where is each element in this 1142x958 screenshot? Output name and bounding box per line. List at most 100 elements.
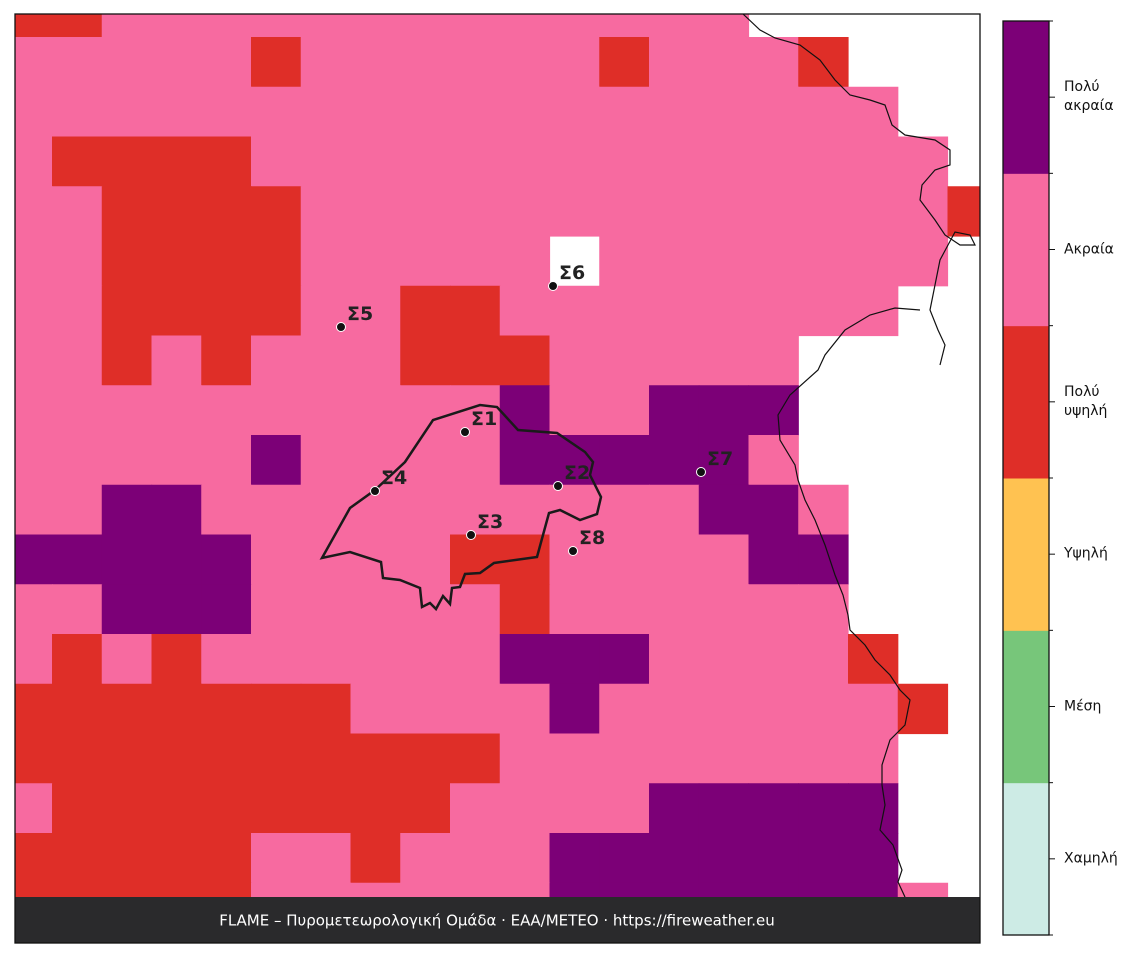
risk-cell [549,634,600,685]
station: Σ4 [370,467,407,496]
risk-cell [300,634,352,685]
risk-cell [400,634,451,685]
risk-cell [151,285,202,337]
risk-cell [698,236,750,287]
risk-cell [52,733,103,784]
colorbar-swatch [1003,782,1049,936]
risk-cell [450,335,501,386]
risk-cell [151,37,202,88]
legend-label: Πολύ υψηλή [1064,383,1108,419]
risk-cell [350,136,401,187]
risk-cell [151,484,202,536]
risk-cell [748,484,799,536]
risk-cell [101,882,153,897]
risk-cell [15,833,53,884]
risk-cell [52,14,103,38]
risk-cell [151,783,202,834]
risk-cell [450,534,501,585]
risk-cell [350,236,401,287]
risk-cell [450,435,501,486]
risk-cell [300,882,352,897]
risk-cell [897,683,949,735]
risk-cell [201,186,252,237]
legend-label: Μέση [1064,698,1102,714]
risk-cell [798,86,849,138]
risk-cell [52,484,103,536]
risk-cell [450,882,501,897]
risk-cell [549,285,600,337]
risk-cell [499,634,551,685]
station-label: Σ1 [471,408,497,430]
risk-cell [748,136,799,187]
risk-cell [549,86,600,138]
risk-cell [499,733,551,784]
risk-cell [400,285,451,337]
risk-cell [350,37,401,88]
risk-cell [251,236,302,287]
colorbar-swatch [1003,325,1049,479]
risk-cell [450,733,501,784]
risk-cell [599,136,650,187]
frame [14,13,981,944]
risk-cell [151,136,202,187]
risk-cell [251,136,302,187]
risk-cell [350,435,401,486]
risk-cell [599,833,650,884]
legend-label: Ακραία [1064,241,1114,257]
risk-cell [251,86,302,138]
risk-cell [400,484,451,536]
risk-cell [848,285,899,337]
risk-cell [599,86,650,138]
risk-cell [52,435,103,486]
risk-cell [251,833,302,884]
risk-cell [101,584,153,635]
risk-cell [698,37,750,88]
risk-cell [400,683,451,735]
risk-cell [599,37,650,88]
risk-cell [251,534,302,585]
risk-cell [748,534,799,585]
risk-cell [599,534,650,585]
risk-cell [300,833,352,884]
risk-cell [101,14,153,38]
risk-cell [599,236,650,287]
risk-cell [499,833,551,884]
risk-cell [450,186,501,237]
risk-cell [201,584,252,635]
risk-cell [101,534,153,585]
risk-cell [15,14,53,38]
risk-cell [201,484,252,536]
risk-cell [798,783,849,834]
risk-cell [350,733,401,784]
risk-cell [400,385,451,436]
risk-cell [52,285,103,337]
risk-cell [101,634,153,685]
risk-cell [251,634,302,685]
risk-cell [350,186,401,237]
risk-cell [649,733,700,784]
risk-cell [400,86,451,138]
risk-cell [52,783,103,834]
risk-cell [649,833,700,884]
risk-cell [52,86,103,138]
risk-cell [549,534,600,585]
risk-cell [649,385,700,436]
risk-cell [848,683,899,735]
risk-cell [15,86,53,138]
risk-cell [848,882,899,897]
risk-cell [649,484,700,536]
risk-cell [450,683,501,735]
risk-cell [151,14,202,38]
risk-cell [400,136,451,187]
risk-cell [698,186,750,237]
risk-cell [649,335,700,386]
risk-cell [251,733,302,784]
risk-cell [698,435,750,486]
risk-cell [649,285,700,337]
risk-cell [151,584,202,635]
risk-cell [499,37,551,88]
risk-cell [15,534,53,585]
risk-cell [748,634,799,685]
risk-cell [101,285,153,337]
risk-cell [300,385,352,436]
